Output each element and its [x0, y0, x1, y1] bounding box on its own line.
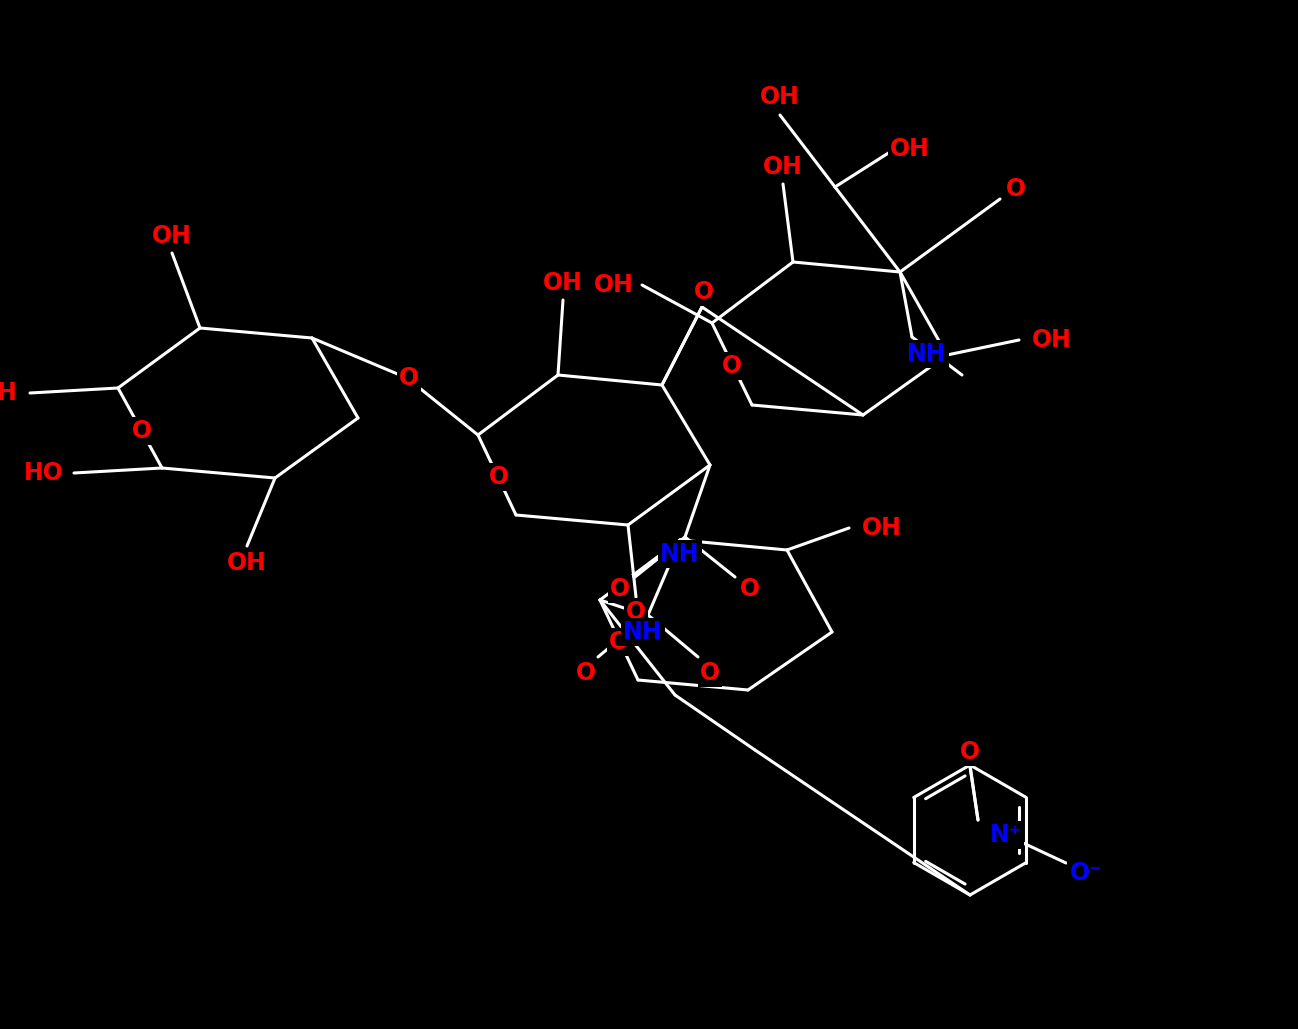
Text: O: O [132, 419, 152, 443]
Text: O: O [489, 465, 509, 489]
Text: O: O [609, 630, 630, 654]
Text: O: O [398, 366, 419, 390]
Text: O: O [1006, 177, 1025, 201]
Text: NH: NH [907, 342, 946, 366]
Text: NH: NH [661, 542, 700, 566]
Text: O: O [722, 354, 742, 378]
Text: OH: OH [0, 381, 18, 405]
Text: OH: OH [761, 85, 800, 109]
Text: O: O [626, 600, 646, 624]
Text: OH: OH [227, 551, 267, 575]
Text: OH: OH [890, 137, 929, 161]
Text: OH: OH [763, 155, 803, 179]
Text: O: O [694, 280, 714, 304]
Text: OH: OH [1032, 328, 1072, 352]
Text: OH: OH [862, 516, 902, 540]
Text: O: O [740, 577, 761, 601]
Text: HO: HO [25, 461, 64, 485]
Text: OH: OH [152, 224, 192, 248]
Text: N⁺: N⁺ [990, 823, 1022, 847]
Text: NH: NH [623, 620, 663, 644]
Text: O: O [610, 577, 630, 601]
Text: O: O [576, 661, 596, 685]
Text: O: O [961, 740, 980, 764]
Text: O⁻: O⁻ [1070, 861, 1102, 885]
Text: OH: OH [543, 271, 583, 295]
Text: OH: OH [594, 273, 633, 297]
Text: O: O [700, 661, 720, 685]
